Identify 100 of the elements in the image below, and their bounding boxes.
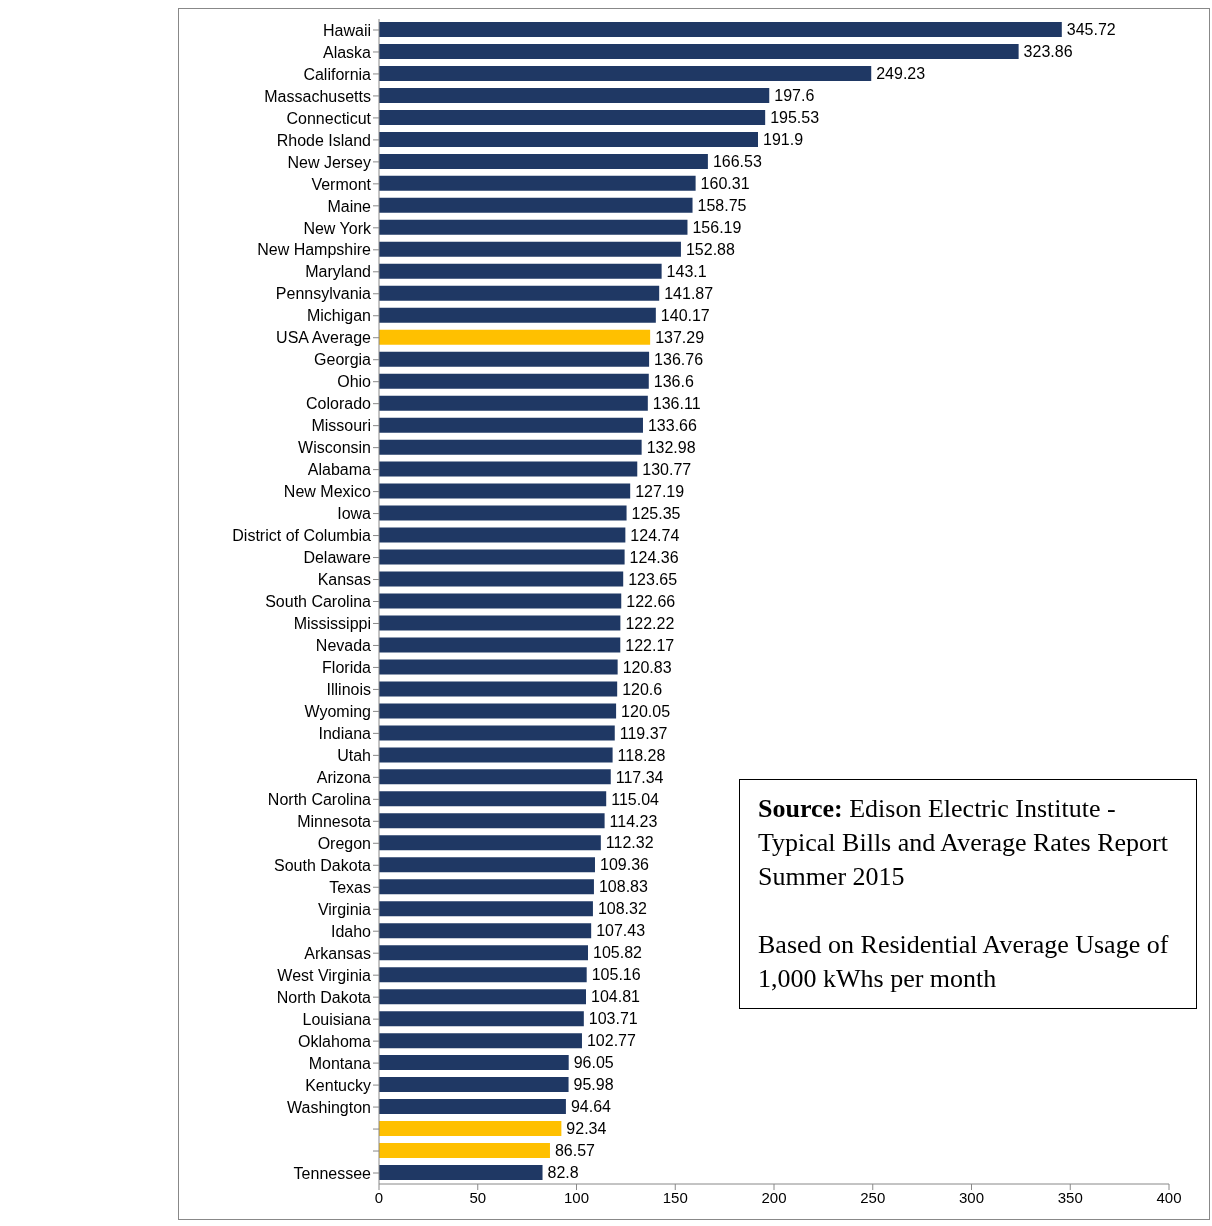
x-tick-label: 100: [563, 1188, 590, 1206]
bar: [379, 65, 872, 81]
data-label: 130.77: [642, 460, 692, 478]
bar: [379, 483, 631, 499]
bar: [379, 1143, 550, 1159]
data-label: 191.9: [763, 131, 804, 149]
data-label: 125.35: [631, 504, 681, 522]
x-tick-label: 200: [761, 1188, 787, 1206]
x-tick-label: 150: [662, 1188, 688, 1206]
bar: [379, 1033, 582, 1049]
data-label: 119.37: [619, 724, 668, 742]
bar: [379, 989, 586, 1005]
y-tick-label: Connecticut: [286, 109, 372, 127]
x-tick-label: 250: [860, 1188, 886, 1206]
y-tick-label: Minnesota: [297, 812, 372, 830]
y-tick-label: Rhode Island: [276, 131, 371, 149]
y-tick-label: Virginia: [317, 900, 372, 918]
bar: [379, 901, 593, 917]
data-label: 114.23: [609, 812, 658, 830]
bar: [379, 923, 592, 939]
bar: [379, 285, 660, 301]
bar: [379, 505, 627, 521]
bar: [379, 175, 696, 191]
data-label: 122.66: [626, 592, 676, 610]
y-tick-label: Illinois: [326, 681, 371, 699]
data-label: 118.28: [617, 746, 666, 764]
y-tick-label: Montana: [308, 1054, 372, 1072]
data-label: 123.65: [628, 570, 678, 588]
bar: [379, 835, 601, 851]
data-label: 249.23: [876, 65, 926, 83]
y-tick-label: Oklahoma: [298, 1032, 372, 1050]
data-label: 124.36: [629, 548, 679, 566]
bar: [379, 549, 625, 565]
bar: [379, 593, 622, 609]
bar: [379, 1011, 584, 1027]
bar: [379, 439, 642, 455]
bar: [379, 813, 605, 829]
y-tick-label: South Carolina: [265, 593, 372, 611]
data-label: 96.05: [573, 1054, 614, 1072]
y-tick-label: Tennessee: [293, 1164, 372, 1182]
data-label: 108.32: [597, 900, 647, 918]
data-label: 112.32: [605, 834, 654, 852]
y-tick-label: North Carolina: [267, 791, 372, 809]
data-label: 104.81: [591, 988, 641, 1006]
y-tick-label: Kentucky: [305, 1076, 371, 1094]
y-tick-label: Maine: [327, 197, 372, 215]
data-label: 120.83: [622, 658, 672, 676]
data-label: 136.6: [653, 372, 694, 390]
y-tick-label: Alabama: [307, 461, 372, 479]
data-label: 345.72: [1066, 21, 1116, 39]
bar: [379, 747, 613, 763]
y-tick-label: Louisiana: [302, 1010, 372, 1028]
data-label: 92.34: [566, 1120, 607, 1138]
data-label: 120.05: [621, 702, 671, 720]
x-tick-label: 300: [958, 1188, 985, 1206]
data-label: 108.83: [598, 878, 648, 896]
data-label: 103.71: [588, 1010, 638, 1028]
bar: [379, 153, 708, 169]
bar: [379, 879, 594, 895]
data-label: 132.98: [646, 438, 696, 456]
data-label: 195.53: [770, 109, 820, 127]
bar: [379, 857, 595, 873]
y-tick-label: West Virginia: [277, 966, 372, 984]
y-tick-label: Wisconsin: [298, 439, 371, 457]
bar: [379, 22, 1062, 37]
y-tick-label: Utah: [337, 747, 371, 765]
data-label: 109.36: [599, 856, 650, 874]
y-tick-label: Missouri: [311, 417, 371, 435]
data-label: 107.43: [596, 922, 646, 940]
y-tick-label: Washington: [287, 1098, 371, 1116]
x-tick-label: 50: [469, 1188, 487, 1206]
y-tick-label: District of Columbia: [232, 527, 372, 545]
bar: [379, 329, 651, 345]
annotation: Source: Edison Electric Institute - Typical Bills and Average Rates Report Summer 2015: [758, 793, 1169, 893]
y-tick-label: Florida: [322, 659, 372, 677]
data-label: 140.17: [660, 306, 710, 324]
y-tick-label: North Dakota: [276, 988, 372, 1006]
bar: [379, 945, 588, 961]
bar: [379, 1165, 543, 1181]
bar: [379, 373, 649, 389]
y-tick-label: New Mexico: [283, 483, 372, 501]
data-label: 323.86: [1023, 43, 1073, 61]
y-tick-label: Wyoming: [304, 703, 371, 721]
y-tick-label: Massachusetts: [264, 87, 371, 105]
data-label: 136.11: [652, 394, 701, 412]
y-tick-label: Colorado: [306, 395, 372, 413]
data-label: 95.98: [573, 1076, 614, 1094]
data-label: 127.19: [635, 482, 685, 500]
y-tick-label: New Hampshire: [257, 241, 372, 259]
data-label: 115.04: [611, 790, 660, 808]
bar: [379, 791, 607, 807]
data-label: 82.8: [547, 1164, 579, 1182]
x-tick-label: 400: [1156, 1188, 1182, 1206]
data-label: 105.16: [591, 966, 641, 984]
y-tick-label: USA Average: [276, 329, 372, 347]
bar: [379, 1055, 569, 1071]
x-tick-label: 350: [1057, 1188, 1083, 1206]
bar: [379, 769, 611, 785]
data-label: 158.75: [697, 197, 747, 215]
annotation: Based on Residential Average Usage of 1,000 kWhs per month: [758, 929, 1170, 995]
